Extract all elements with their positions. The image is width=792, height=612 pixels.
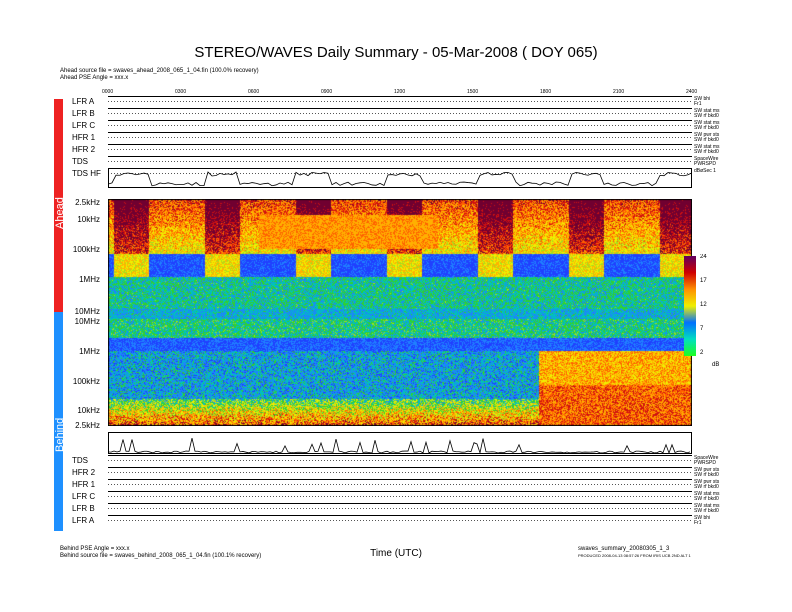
ahead-pse-angle: Ahead PSE Angle = xxx.x bbox=[60, 75, 129, 81]
panel-row-units: SpaceWire PWRSPD bbox=[694, 156, 719, 167]
time-tick-label: 0300 bbox=[175, 89, 187, 95]
ahead-freq-tick: 100kHz bbox=[72, 245, 100, 254]
colorbar-tick: 17 bbox=[700, 278, 707, 284]
panel-row-units: SW stat ms SW rf bkd0 bbox=[694, 491, 720, 502]
behind-freq-tick: 100kHz bbox=[72, 377, 100, 386]
panel-row-units: SW stat ms SW rf bkd0 bbox=[694, 503, 720, 514]
file-id: swaves_summary_20080305_1_3 bbox=[578, 546, 670, 552]
x-axis-label: Time (UTC) bbox=[370, 548, 422, 559]
behind-strip: Behind bbox=[54, 312, 66, 531]
panel-row-plot bbox=[108, 108, 692, 120]
colorbar-tick: 24 bbox=[700, 254, 707, 260]
panel-row-plot bbox=[108, 144, 692, 156]
ahead-tds-hf-trace bbox=[108, 168, 692, 188]
panel-row-plot bbox=[108, 503, 692, 515]
panel-row-units: SW stat ms SW rf bkd0 bbox=[694, 144, 720, 155]
panel-row-label: HFR 2 bbox=[72, 145, 96, 154]
colorbar-tick: 2 bbox=[700, 350, 704, 356]
behind-freq-tick: 10MHz bbox=[74, 317, 100, 326]
ahead-housekeeping-panels: LFR A SW bhi Fr1 LFR B SW stat ms SW rf bkd… bbox=[66, 96, 720, 190]
panel-row-units: SW bhi Fr1 bbox=[694, 515, 711, 526]
time-ticks-top: 0000 0300 0600 0900 1200 1500 1800 2100 2400 bbox=[102, 89, 697, 96]
spectrogram bbox=[108, 199, 692, 426]
ahead-freq-tick: 10MHz bbox=[74, 307, 100, 316]
behind-source-file: Behind source file = swaves_behind_2008_… bbox=[60, 553, 262, 559]
panel-row-units: SW pwr sts SW rf bkd0 bbox=[694, 132, 720, 143]
panel-row-label: TDS bbox=[72, 456, 88, 465]
time-tick-label: 1800 bbox=[540, 89, 552, 95]
time-tick-label: 0900 bbox=[321, 89, 333, 95]
panel-row-label: LFR A bbox=[72, 97, 95, 106]
ahead-freq-tick: 1MHz bbox=[79, 275, 100, 284]
panel-row-label: LFR C bbox=[72, 492, 96, 501]
panel-row-units: SW stat ms SW rf bkd0 bbox=[694, 120, 720, 131]
behind-freq-tick: 10kHz bbox=[77, 406, 100, 415]
ahead-tds-frame bbox=[108, 168, 692, 188]
ahead-freq-tick: 10kHz bbox=[77, 215, 100, 224]
behind-tds-series bbox=[108, 438, 691, 454]
panel-row-units: SpaceWire PWRSPD bbox=[694, 455, 719, 466]
time-tick-label: 0000 bbox=[102, 89, 114, 95]
page-title: STEREO/WAVES Daily Summary - 05-Mar-2008… bbox=[194, 44, 598, 61]
time-tick-label: 2400 bbox=[686, 89, 698, 95]
panel-row-label: LFR C bbox=[72, 121, 96, 130]
time-tick-label: 2100 bbox=[613, 89, 625, 95]
panel-row-label: LFR B bbox=[72, 109, 95, 118]
time-tick-label: 0600 bbox=[248, 89, 260, 95]
panel-row-label: LFR B bbox=[72, 504, 95, 513]
panel-row-label: HFR 2 bbox=[72, 468, 96, 477]
panel-row-units: SW pwr sts SW rf bkd0 bbox=[694, 467, 720, 478]
panel-row-plot bbox=[108, 156, 692, 168]
ahead-freq-tick: 2.5kHz bbox=[75, 198, 100, 207]
panel-row-plot bbox=[108, 479, 692, 491]
panel-row-units: dBøSec 1 bbox=[694, 168, 716, 174]
panel-row-plot bbox=[108, 132, 692, 144]
ahead-strip: Ahead bbox=[54, 99, 66, 312]
panel-row-label: HFR 1 bbox=[72, 480, 96, 489]
panel-row-plot bbox=[108, 515, 692, 527]
time-tick-label: 1500 bbox=[467, 89, 479, 95]
panel-row-label: TDS HF bbox=[72, 169, 101, 178]
panel-row-plot bbox=[108, 467, 692, 479]
frequency-axis: 2.5kHz 10kHz 100kHz 1MHz 10MHz 10MHz 1MHz 100kH… bbox=[60, 196, 108, 436]
colorbar-tick: 7 bbox=[700, 326, 704, 332]
colorbar-ticks: 24 17 12 7 2 bbox=[698, 254, 728, 374]
ahead-source-file: Ahead source file = swaves_ahead_2008_06… bbox=[60, 68, 259, 74]
panel-row-plot bbox=[108, 96, 692, 108]
ahead-tds-series bbox=[108, 171, 692, 187]
panel-row-units: SW stat ms SW rf bkd0 bbox=[694, 108, 720, 119]
time-tick-label: 1200 bbox=[394, 89, 406, 95]
panel-row-units: SW bhi Fr1 bbox=[694, 96, 711, 107]
panel-row-label: LFR A bbox=[72, 516, 95, 525]
panel-row-plot bbox=[108, 491, 692, 503]
colorbar-tick: 12 bbox=[700, 302, 707, 308]
behind-freq-tick: 1MHz bbox=[79, 347, 100, 356]
behind-tds-hf-trace bbox=[108, 432, 692, 454]
panel-row-label: TDS bbox=[72, 157, 88, 166]
produced-note: PRODUCED 2008-04-13 08:57:26 FROM IRIS U… bbox=[578, 553, 691, 558]
panel-row-plot bbox=[108, 120, 692, 132]
panel-row-plot bbox=[108, 455, 692, 467]
behind-housekeeping-panels: TDS SpaceWire PWRSPD HFR 2 SW pwr sts SW rf… bbox=[66, 455, 720, 533]
behind-pse-angle: Behind PSE Angle = xxx.x bbox=[60, 546, 130, 552]
colorbar bbox=[684, 256, 696, 356]
colorbar-unit: dB bbox=[712, 362, 720, 368]
behind-freq-tick: 2.5kHz bbox=[75, 421, 100, 430]
panel-row-units: SW pwr sts SW rf bkd0 bbox=[694, 479, 720, 490]
panel-row-label: HFR 1 bbox=[72, 133, 96, 142]
behind-tds-frame bbox=[108, 432, 692, 454]
